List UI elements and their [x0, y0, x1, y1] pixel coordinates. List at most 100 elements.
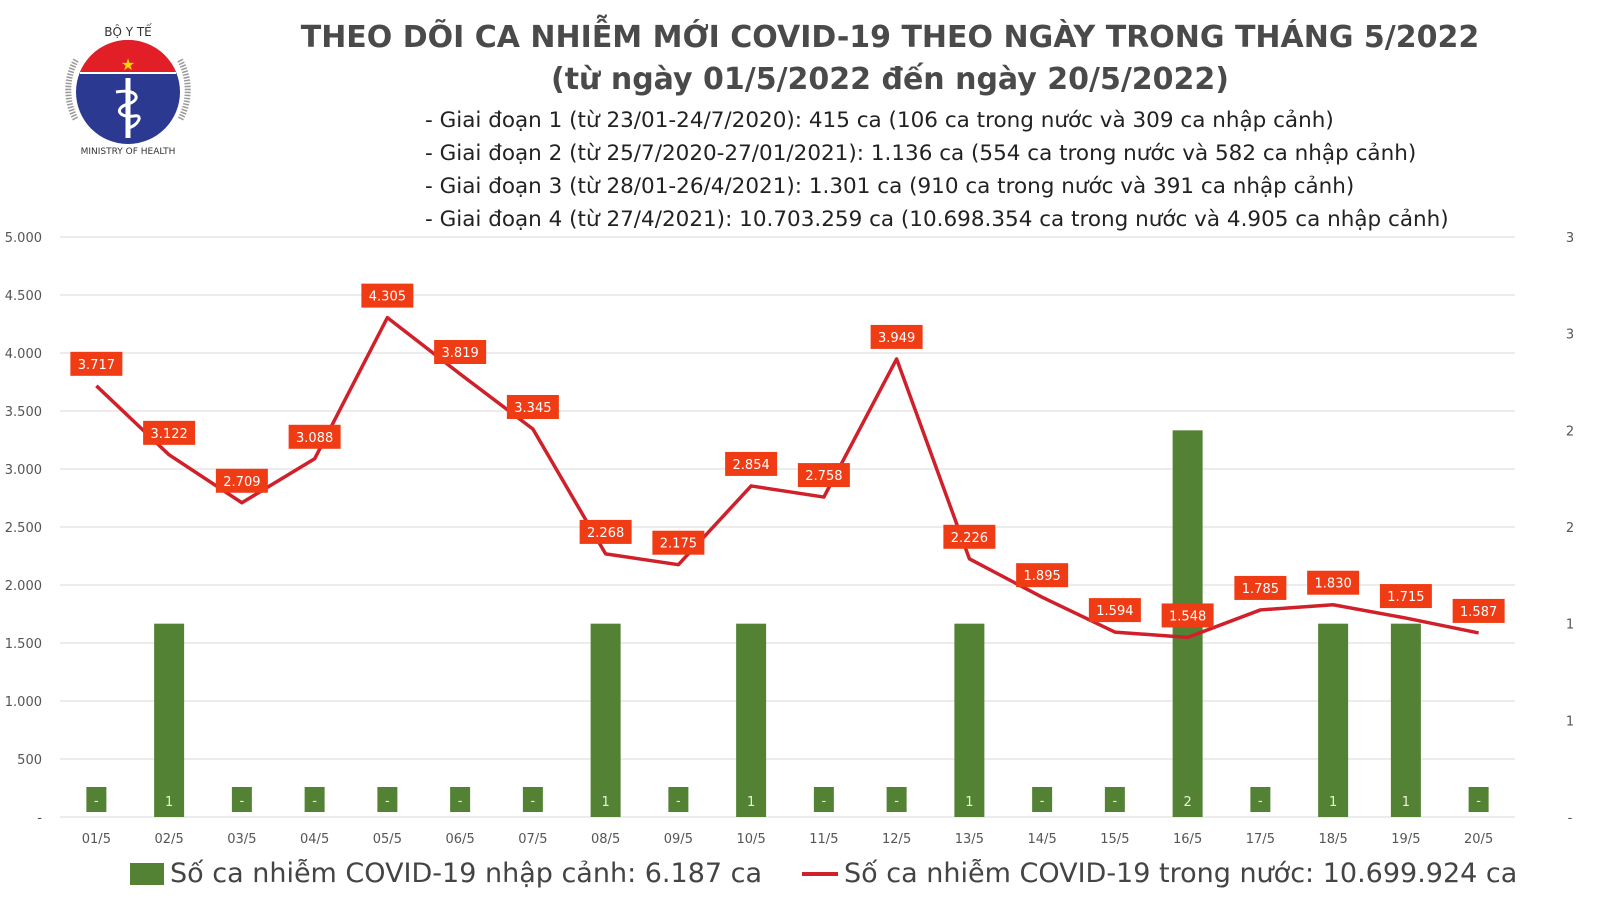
y-left-tick-label: 1.000 [5, 695, 42, 710]
y-right-tick-label: 2 [1566, 521, 1574, 536]
legend-line-swatch [802, 871, 839, 876]
y-left-tick-label: 500 [17, 753, 42, 768]
y-left-tick-label: 4.000 [5, 347, 42, 362]
bar-data-label: - [385, 794, 390, 809]
line-data-label-box [506, 394, 559, 419]
x-tick-label: 12/5 [882, 832, 911, 847]
line-data-label: 2.268 [587, 526, 624, 541]
y-right-tick-label: 3 [1566, 231, 1574, 246]
bar-data-label: - [1040, 794, 1045, 809]
ministry-of-health-logo: ★ BỘ Y TẾ MINISTRY OF HEALTH [65, 23, 191, 157]
bar-data-label: - [676, 794, 681, 809]
line-data-label: 2.709 [223, 475, 260, 490]
line-data-label-box [1016, 563, 1069, 588]
chart-title: THEO DÕI CA NHIỄM MỚI COVID-19 THEO NGÀY… [300, 20, 1480, 55]
logo-top-text: BỘ Y TẾ [104, 23, 152, 39]
line-data-label-box [361, 283, 414, 308]
line-data-label: 3.345 [514, 401, 551, 416]
y-right-tick-label: 3 [1566, 328, 1574, 343]
phase-2-text: - Giai đoạn 2 (từ 25/7/2020-27/01/2021):… [425, 141, 1417, 166]
bar [736, 623, 767, 817]
line-data-label: 2.854 [733, 458, 770, 473]
chart-subtitle: (từ ngày 01/5/2022 đến ngày 20/5/2022) [550, 62, 1229, 97]
line-data-label: 3.819 [442, 346, 479, 361]
line-data-label-box [1161, 603, 1214, 628]
bar-data-label: 1 [747, 795, 755, 810]
line-data-label-box [797, 463, 850, 488]
bar-zero-marker [231, 787, 252, 812]
bar-data-label: - [240, 794, 245, 809]
y-left-tick-label: 4.500 [5, 289, 42, 304]
bar-zero-marker [886, 787, 907, 812]
bar-zero-marker [668, 787, 689, 812]
line-data-label: 1.895 [1024, 569, 1061, 584]
bar-zero-marker [522, 787, 543, 812]
x-tick-label: 14/5 [1028, 832, 1057, 847]
line-data-label: 3.122 [151, 427, 188, 442]
bar-zero-marker [304, 787, 325, 812]
line-data-label: 1.587 [1460, 605, 1497, 620]
bar-data-label: - [1113, 794, 1118, 809]
line-data-label-box [1379, 584, 1432, 609]
y-left-tick-label: - [37, 811, 42, 826]
bar-zero-marker [377, 787, 398, 812]
bar-zero-marker [813, 787, 834, 812]
y-left-tick-label: 5.000 [5, 231, 42, 246]
svg-text:★: ★ [121, 55, 135, 74]
line-data-label: 1.830 [1315, 577, 1352, 592]
x-tick-label: 10/5 [737, 832, 766, 847]
line-data-label: 1.548 [1169, 609, 1206, 624]
x-tick-label: 03/5 [227, 832, 256, 847]
y-left-tick-label: 2.000 [5, 579, 42, 594]
legend-bar-label: Số ca nhiễm COVID-19 nhập cảnh: 6.187 ca [170, 858, 763, 889]
bar-data-label: - [1258, 794, 1263, 809]
line-data-label: 3.949 [878, 331, 915, 346]
line-data-label-box [725, 451, 778, 476]
bar-data-label: - [458, 794, 463, 809]
line-data-label: 2.758 [805, 469, 842, 484]
y-right-tick-label: - [1568, 811, 1573, 826]
line-data-label-box [1307, 570, 1360, 595]
x-tick-label: 20/5 [1464, 832, 1493, 847]
line-data-label: 4.305 [369, 290, 406, 305]
line-data-label-box [70, 351, 123, 376]
bar-data-label: - [822, 794, 827, 809]
x-tick-label: 05/5 [373, 832, 402, 847]
x-tick-label: 01/5 [82, 832, 111, 847]
legend: Số ca nhiễm COVID-19 nhập cảnh: 6.187 ca… [130, 858, 1517, 889]
y-left-tick-label: 1.500 [5, 637, 42, 652]
logo-bottom-text: MINISTRY OF HEALTH [81, 147, 176, 157]
bar-zero-marker [1032, 787, 1053, 812]
x-tick-label: 07/5 [518, 832, 547, 847]
bar-data-label: 1 [601, 795, 609, 810]
line-data-label-box [652, 530, 705, 555]
bar-data-label: - [894, 794, 899, 809]
y-left-tick-label: 2.500 [5, 521, 42, 536]
line-data-label-box [215, 468, 268, 493]
x-tick-label: 17/5 [1246, 832, 1275, 847]
y-right-tick-label: 2 [1566, 424, 1574, 439]
line-data-label: 1.594 [1096, 604, 1133, 619]
bar-zero-marker [1250, 787, 1271, 812]
y-right-tick-label: 1 [1566, 618, 1574, 633]
line-data-label: 2.226 [951, 531, 988, 546]
bar-data-label: 1 [1402, 795, 1410, 810]
x-tick-label: 15/5 [1100, 832, 1129, 847]
legend-bar-swatch [130, 862, 164, 885]
x-tick-label: 02/5 [155, 832, 184, 847]
bar-data-label: 1 [165, 795, 173, 810]
line-data-label-box [943, 524, 996, 549]
x-tick-label: 13/5 [955, 832, 984, 847]
bar-data-label: 2 [1183, 795, 1191, 810]
bar [1390, 623, 1421, 817]
bar-data-label: 1 [965, 795, 973, 810]
phase-1-text: - Giai đoạn 1 (từ 23/01-24/7/2020): 415 … [425, 108, 1334, 133]
line-data-label-box [143, 420, 196, 445]
line-data-label-box [579, 519, 632, 544]
bar [954, 623, 985, 817]
line-data-label-box [434, 339, 487, 364]
bar [154, 623, 185, 817]
bar [1318, 623, 1349, 817]
line-data-label: 2.175 [660, 537, 697, 552]
